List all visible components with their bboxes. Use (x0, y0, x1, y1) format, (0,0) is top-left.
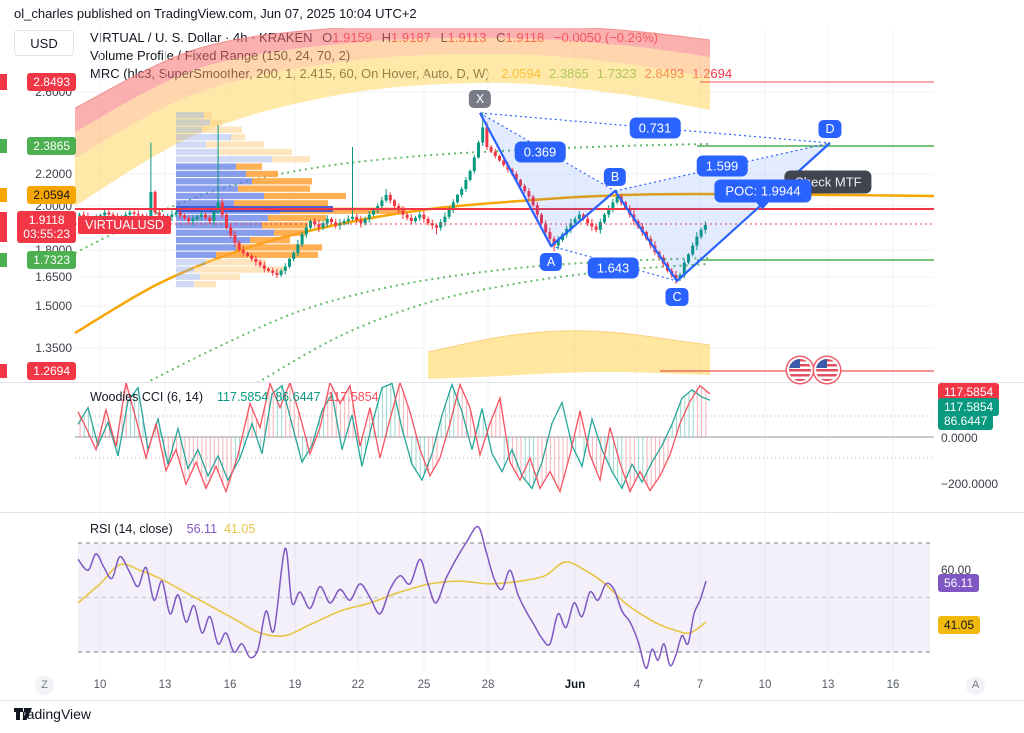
pattern-point-d: D (818, 120, 842, 138)
us-flag-icon (816, 359, 838, 381)
pattern-point-b: B (603, 168, 627, 186)
rsi-chart (77, 513, 930, 671)
time-tick-label: 4 (633, 679, 641, 691)
currency-toggle-button[interactable]: USD (14, 30, 74, 56)
tradingview-logo-icon (14, 708, 32, 720)
pattern-point-a: A (539, 253, 563, 271)
time-tick-label: 10 (93, 679, 107, 691)
pattern-ratio-label: 1.599 (696, 155, 748, 177)
rsi-values: 56.11 41.05 (180, 522, 256, 536)
rsi-scale-badge: 41.05 (938, 616, 981, 634)
cci-title-text: Woodies CCI (6, 14) (90, 390, 204, 404)
pattern-ratio-label: 1.643 (587, 257, 639, 279)
cci-scale-label: 0.0000 (941, 431, 978, 445)
price-badge: 1.7323 (27, 251, 76, 269)
poc-pointer (755, 201, 770, 210)
rsi-ma-line (77, 561, 707, 637)
time-tick-label: 16 (886, 679, 900, 691)
symbol-price-label: VIRTUALUSD (78, 216, 171, 234)
price-scale-label: 2.2000 (35, 167, 72, 181)
pattern-ratio-label: 0.369 (514, 141, 566, 163)
cci-value: 86.6447 (275, 390, 321, 404)
cci-values: 117.5854 86.6447 117.5854 (210, 390, 379, 404)
price-badge: 2.0594 (27, 186, 76, 204)
rsi-scale-badge: 56.11 (938, 574, 980, 592)
price-line-edge-tab (0, 188, 7, 202)
time-axis: Z A 10 13 16 19 22 25 28 Jun 4 7 10 13 16 (0, 672, 1024, 700)
rsi-value: 56.11 (186, 522, 218, 536)
mrc-inner-band-line (256, 263, 709, 382)
price-line-edge-tab (0, 212, 7, 242)
time-tick-label: 7 (696, 679, 704, 691)
price-scale-label: 1.5000 (35, 299, 72, 313)
scroll-left-button[interactable]: Z (35, 676, 54, 695)
mrc-band-area (74, 28, 711, 379)
cci-gridlines (99, 383, 894, 512)
time-tick-label: 28 (481, 679, 495, 691)
rsi-pane-title: RSI (14, close) 56.11 41.05 (90, 522, 255, 536)
footer-divider (0, 700, 1024, 701)
time-tick-label: 22 (351, 679, 365, 691)
rsi-value: 41.05 (224, 522, 256, 536)
time-tick-label: 13 (158, 679, 172, 691)
cci-histogram (79, 383, 707, 492)
cci-value: 117.5854 (217, 390, 269, 404)
pattern-ratio-label: 0.731 (629, 117, 681, 139)
cci-scale-badge: 117.5854 (938, 398, 1000, 416)
cci-scale-badge: 117.5854 (938, 383, 1000, 401)
us-flag-icon (789, 359, 811, 381)
price-badge: 2.8493 (27, 73, 76, 91)
flag-canton (789, 359, 800, 368)
time-tick-label: 10 (758, 679, 772, 691)
pattern-point-x: X (468, 90, 492, 108)
time-tick-label: 25 (417, 679, 431, 691)
time-tick-label: 13 (821, 679, 835, 691)
time-tick-label: Jun (564, 679, 586, 691)
price-badge: 1.9118 03:55:23 (17, 211, 76, 243)
cci-scale-badge: 86.6447 (938, 412, 994, 430)
time-tick-label: 16 (223, 679, 237, 691)
cci-pane-title: Woodies CCI (6, 14) 117.5854 86.6447 117.58… (90, 390, 379, 404)
flag-canton (816, 359, 827, 368)
time-tick-label: 19 (288, 679, 302, 691)
price-badge: 1.2694 (27, 362, 76, 380)
brand-footer: TradingView (14, 706, 91, 722)
price-line-edge-tab (0, 253, 7, 267)
pane-divider (0, 382, 1024, 383)
rsi-title-text: RSI (14, close) (90, 522, 173, 536)
pattern-point-c: C (665, 288, 689, 306)
cci-line-cci (77, 383, 711, 490)
poc-label: POC: 1.9944 (714, 179, 812, 210)
main-price-chart (74, 28, 935, 382)
price-scale-label: 1.6500 (35, 270, 72, 284)
brand-name: TradingView (14, 706, 92, 722)
scroll-right-button[interactable]: A (966, 676, 985, 695)
cci-line-tcci (77, 383, 711, 494)
pane-divider (0, 512, 1024, 513)
countdown-timer: 03:55:23 (23, 227, 70, 241)
cci-level-lines (75, 415, 934, 459)
cci-scale-label: −200.0000 (941, 477, 999, 491)
mrc-inner-band-line (74, 143, 709, 254)
woodies-cci-chart (75, 383, 934, 512)
cci-value: 117.5854 (327, 390, 379, 404)
price-line-edge-tab (0, 74, 7, 90)
price-badge: 2.3865 (27, 137, 76, 155)
rsi-scale-label: 60.00 (941, 563, 972, 577)
price-line-edge-tab (0, 139, 7, 153)
price-scale-label: 1.3500 (35, 341, 72, 355)
rsi-line (77, 525, 707, 670)
price-line-edge-tab (0, 364, 7, 378)
publish-info: ol_charles published on TradingView.com,… (14, 6, 417, 21)
